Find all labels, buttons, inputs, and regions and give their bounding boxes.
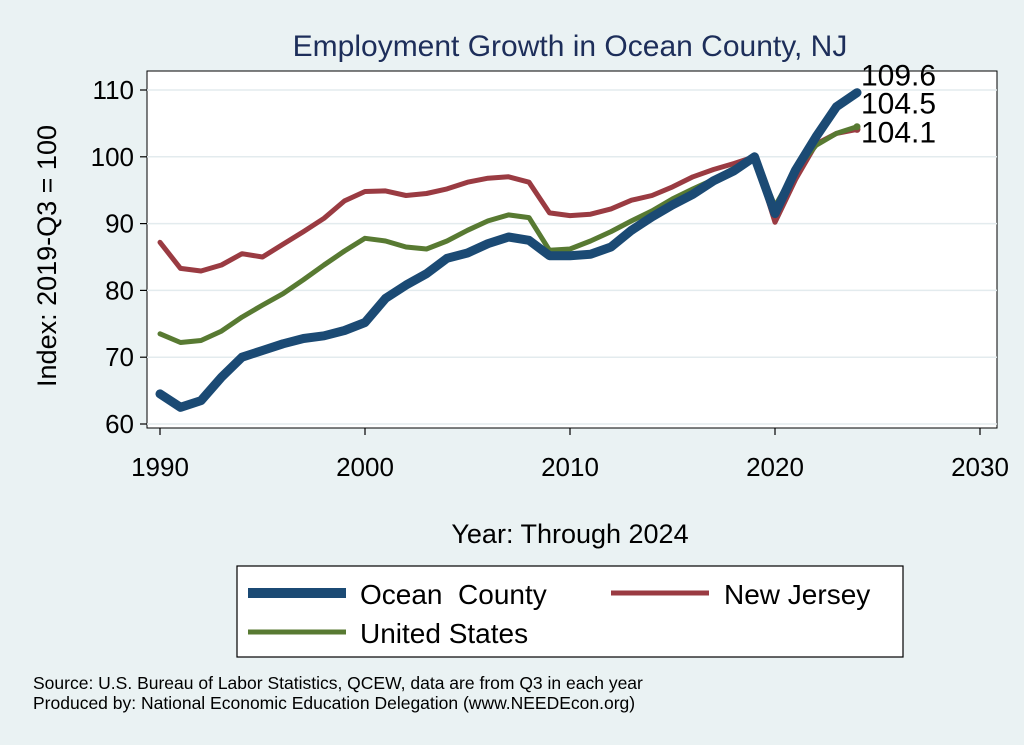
y-tick-label-100: 100: [91, 142, 134, 172]
y-tick-label-80: 80: [105, 275, 134, 305]
series-endpoint-ocean-county: [853, 89, 861, 97]
x-tick-label-2000: 2000: [336, 452, 394, 482]
chart-title: Employment Growth in Ocean County, NJ: [293, 30, 848, 63]
y-axis-label: Index: 2019-Q3 = 100: [32, 125, 62, 387]
legend: Ocean County New Jersey United States: [236, 565, 904, 658]
producer-note: Produced by: National Economic Education…: [33, 693, 635, 713]
series-line-ocean-county: [155, 88, 862, 412]
series-group: [155, 88, 862, 412]
end-label-ocean-county: 109.6: [861, 60, 936, 93]
x-tick-label-2010: 2010: [541, 452, 599, 482]
series-endpoint-united-states: [853, 123, 861, 131]
axes: 60 70 80 90 100 110 1990 2000 2010 2020 2030: [91, 75, 1009, 482]
source-note: Source: U.S. Bureau of Labor Statistics,…: [33, 673, 643, 693]
y-tick-label-90: 90: [105, 209, 134, 239]
x-tick-label-2020: 2020: [746, 452, 804, 482]
y-tick-label-70: 70: [105, 342, 134, 372]
legend-label-ocean-county: Ocean County: [360, 579, 547, 610]
legend-label-united-states: United States: [360, 618, 528, 649]
y-tick-label-110: 110: [93, 75, 134, 105]
end-label-new-jersey: 104.1: [861, 116, 936, 149]
end-label-united-states: 104.5: [861, 88, 936, 121]
legend-box: [236, 565, 904, 658]
y-tick-label-60: 60: [105, 409, 134, 439]
x-tick-label-2030: 2030: [951, 452, 1009, 482]
x-axis-label: Year: Through 2024: [451, 519, 688, 549]
x-tick-label-1990: 1990: [131, 452, 189, 482]
legend-label-new-jersey: New Jersey: [724, 579, 870, 610]
